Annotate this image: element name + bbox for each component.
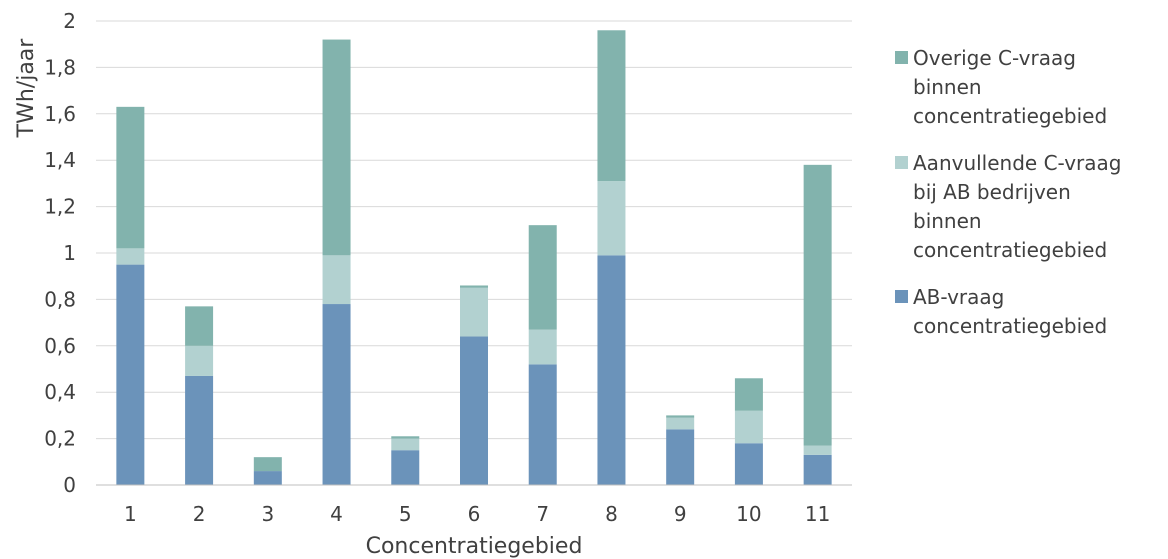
- y-tick-label: 0,6: [44, 334, 76, 358]
- x-tick-label: 9: [674, 502, 687, 526]
- y-axis-title: TWh/jaar: [14, 38, 39, 139]
- x-tick-label: 7: [536, 502, 549, 526]
- bar-segment-1-cat-8: [597, 255, 626, 485]
- legend-item: AB-vraag concentratiegebied: [895, 283, 1165, 341]
- x-tick-label: 10: [736, 502, 761, 526]
- y-tick-label: 1,8: [44, 55, 76, 79]
- bar-segment-2-cat-6: [460, 287, 488, 337]
- y-tick-label: 0,2: [44, 427, 76, 451]
- x-tick-label: 8: [605, 502, 618, 526]
- bar-segment-1-cat-11: [803, 454, 832, 485]
- bar-segment-3-cat-7: [528, 225, 557, 330]
- bar-segment-1-cat-3: [253, 471, 282, 485]
- x-tick-label: 6: [468, 502, 481, 526]
- bar-segment-3-cat-9: [666, 415, 695, 418]
- bar-segment-3-cat-2: [185, 306, 214, 346]
- y-tick-label: 1: [63, 241, 76, 265]
- bar-segment-2-cat-10: [734, 410, 763, 444]
- bar-segment-3-cat-3: [253, 457, 282, 472]
- y-tick-label: 1,2: [44, 195, 76, 219]
- legend-swatch: [895, 290, 908, 303]
- bar-segment-3-cat-5: [391, 436, 420, 439]
- legend-item: Overige C-vraag binnen concentratiegebie…: [895, 44, 1165, 131]
- bar-segment-2-cat-5: [391, 438, 420, 451]
- bar-segment-1-cat-9: [666, 429, 695, 485]
- x-axis-title: Concentratiegebied: [366, 534, 583, 559]
- bar-segment-3-cat-4: [322, 39, 351, 256]
- x-tick-label: 5: [399, 502, 412, 526]
- bar-segment-2-cat-1: [116, 248, 145, 265]
- x-tick-label: 4: [330, 502, 343, 526]
- legend: Overige C-vraag binnen concentratiegebie…: [895, 44, 1165, 359]
- x-tick-label: 1: [124, 502, 137, 526]
- bars: [96, 30, 852, 486]
- bar-segment-3-cat-8: [597, 30, 626, 182]
- x-tick-labels: 1 2 3 4 5 6 7 8 9 10 11: [124, 502, 830, 526]
- y-tick-label: 1,4: [44, 148, 76, 172]
- bar-segment-1-cat-7: [528, 364, 557, 485]
- x-tick-label: 11: [805, 502, 830, 526]
- bar-segment-3-cat-6: [460, 285, 488, 288]
- bar-segment-2-cat-4: [322, 255, 351, 305]
- bar-segment-2-cat-7: [528, 329, 557, 365]
- y-tick-label: 0: [63, 473, 76, 497]
- x-tick-label: 2: [193, 502, 206, 526]
- bar-segment-3-cat-11: [803, 164, 832, 446]
- legend-label: Aanvullende C-vraag bij AB bedrijven bin…: [913, 151, 1122, 262]
- stacked-bar-chart: 00,20,40,60,811,21,41,61,82 1 2 3 4 5 6 7 8 9 10 1…: [14, 9, 852, 559]
- bar-segment-1-cat-6: [460, 336, 488, 485]
- y-tick-label: 2: [63, 9, 76, 33]
- legend-label: AB-vraag concentratiegebied: [913, 285, 1108, 338]
- bar-segment-1-cat-1: [116, 264, 145, 485]
- legend-item: Aanvullende C-vraag bij AB bedrijven bin…: [895, 149, 1165, 265]
- x-tick-label: 3: [261, 502, 274, 526]
- y-tick-labels: 0 0,2 0,4 0,6 0,8 1 1,2 1,4 1,6 1,8 2: [44, 9, 76, 497]
- y-tick-label: 0,4: [44, 380, 76, 404]
- bar-segment-2-cat-8: [597, 181, 626, 256]
- legend-swatch: [895, 51, 908, 64]
- bar-segment-3-cat-1: [116, 106, 145, 249]
- bar-segment-3-cat-10: [734, 378, 763, 411]
- y-tick-label: 0,8: [44, 287, 76, 311]
- bar-segment-2-cat-11: [803, 445, 832, 455]
- y-tick-label: 1,6: [44, 102, 76, 126]
- bar-segment-1-cat-5: [391, 450, 420, 485]
- bar-segment-1-cat-2: [185, 375, 214, 485]
- legend-swatch: [895, 156, 908, 169]
- bar-segment-1-cat-10: [734, 443, 763, 485]
- bar-segment-2-cat-2: [185, 345, 214, 376]
- bar-segment-2-cat-9: [666, 417, 695, 430]
- bar-segment-1-cat-4: [322, 304, 351, 485]
- legend-label: Overige C-vraag binnen concentratiegebie…: [913, 46, 1108, 128]
